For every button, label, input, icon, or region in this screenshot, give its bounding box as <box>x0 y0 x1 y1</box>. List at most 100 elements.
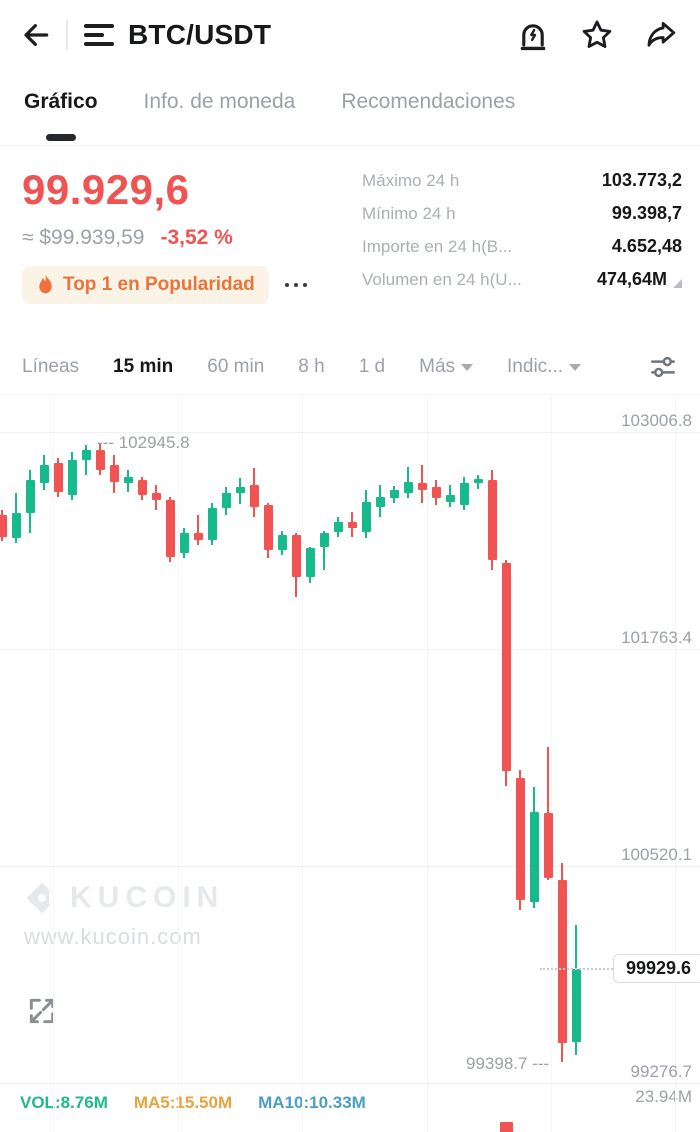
stat-row-volume24h[interactable]: Volumen en 24 h(U... 474,64M <box>362 269 682 290</box>
fiat-approx: ≈ $99.939,59 <box>22 226 145 249</box>
candle-body <box>376 497 385 507</box>
interval-lineas[interactable]: Líneas <box>22 356 80 377</box>
low-price-annotation: 99398.7 --- <box>466 1053 550 1073</box>
tab-bar: Gráfico Info. de moneda Recomendaciones <box>0 70 700 146</box>
candle-body <box>488 479 497 560</box>
volume-label: MA10:10.33M <box>258 1093 366 1112</box>
candle-body <box>0 515 7 538</box>
volume-label: MA5:15.50M <box>133 1093 233 1112</box>
horizontal-gridline <box>0 865 700 867</box>
candle-wick <box>85 445 87 476</box>
price-axis-label: 101763.4 <box>621 628 692 647</box>
interval-mas-dropdown[interactable]: Más <box>419 356 474 378</box>
high-price-annotation: --- 102945.8 <box>97 432 190 452</box>
volume-indicator-row: VOL:8.76M MA5:15.50M MA10:10.33M <box>20 1093 366 1113</box>
candle-body <box>208 508 217 540</box>
header: BTC/USDT <box>0 0 700 70</box>
candle-body <box>446 494 455 502</box>
kucoin-watermark: KUCOIN www.kucoin.com <box>24 880 224 950</box>
candle-body <box>432 486 441 498</box>
stat-row-low24h: Mínimo 24 h 99.398,7 <box>362 203 682 224</box>
candle-body <box>264 504 273 550</box>
stat-label: Importe en 24 h(B... <box>362 237 513 256</box>
stat-value: 103.773,2 <box>601 170 682 190</box>
share-button[interactable] <box>644 18 678 52</box>
expand-stats-triangle-icon <box>673 279 682 288</box>
candle-body <box>96 450 105 470</box>
kucoin-logo-icon <box>26 882 58 914</box>
popularity-badge-label: Top 1 en Popularidad <box>63 274 255 295</box>
stat-row-high24h: Máximo 24 h 103.773,2 <box>362 170 682 191</box>
markets-list-icon[interactable] <box>84 24 114 46</box>
candle-body <box>502 562 511 771</box>
vertical-gridline <box>302 395 303 1132</box>
candle-wick <box>197 515 199 545</box>
popularity-badge[interactable]: Top 1 en Popularidad <box>22 266 269 304</box>
interval-15min[interactable]: 15 min <box>113 356 174 377</box>
stat-value: 4.652,48 <box>611 236 682 256</box>
vertical-gridline <box>53 395 54 1132</box>
more-options-icon[interactable] <box>284 283 307 287</box>
tab-recomendaciones-label: Recomendaciones <box>341 90 516 113</box>
candle-body <box>530 812 539 903</box>
volume-label: VOL:8.76M <box>20 1093 108 1112</box>
tab-recomendaciones[interactable]: Recomendaciones <box>339 82 517 145</box>
candle-body <box>124 476 133 484</box>
volume-scale-label: 23.94M <box>635 1087 692 1106</box>
candle-body <box>250 485 259 507</box>
tab-info-de-moneda[interactable]: Info. de moneda <box>142 82 298 145</box>
watermark-url: www.kucoin.com <box>24 924 202 949</box>
header-divider <box>66 20 68 50</box>
candle-body <box>152 493 161 501</box>
candle-body <box>404 482 413 494</box>
favorite-button[interactable] <box>580 18 614 52</box>
interval-8h[interactable]: 8 h <box>298 356 325 377</box>
flame-icon <box>39 274 52 294</box>
candle-body <box>236 486 245 493</box>
stat-value: 99.398,7 <box>611 203 682 223</box>
stat-row-amount24h: Importe en 24 h(B... 4.652,48 <box>362 236 682 257</box>
chevron-down-icon <box>461 363 474 371</box>
candle-body <box>390 490 399 498</box>
candle-body <box>68 460 77 495</box>
candle-body <box>558 879 567 1043</box>
chart-toolbar: Líneas 15 min 60 min 8 h 1 d Más Indic..… <box>0 340 700 395</box>
horizontal-gridline <box>0 1083 700 1084</box>
chart-settings-button[interactable] <box>649 353 677 381</box>
indicators-dropdown[interactable]: Indic... <box>507 356 582 378</box>
last-price: 99.929,6 <box>22 166 190 213</box>
fullscreen-button[interactable] <box>26 995 58 1032</box>
arrow-left-icon <box>24 24 49 46</box>
candle-body <box>516 778 525 901</box>
sliders-icon <box>651 356 676 378</box>
interval-1d[interactable]: 1 d <box>358 356 386 377</box>
candle-body <box>222 492 231 509</box>
candle-body <box>460 482 469 505</box>
back-button[interactable] <box>20 19 52 51</box>
candle-wick <box>323 530 325 570</box>
tab-grafico-label: Gráfico <box>24 90 98 113</box>
candle-body <box>334 522 343 532</box>
interval-60min[interactable]: 60 min <box>207 356 265 377</box>
pair-title: BTC/USDT <box>128 19 272 50</box>
candlestick-chart[interactable]: KUCOIN www.kucoin.com VOL:8.76M MA5:15.50… <box>0 395 700 1132</box>
price-info-panel: 99.929,6 ≈ $99.939,59 -3,52 % Top 1 en P… <box>0 146 700 340</box>
horizontal-gridline <box>0 649 700 650</box>
candle-body <box>362 501 371 532</box>
candle-body <box>40 464 49 484</box>
price-axis-label: 99276.7 <box>630 1062 692 1081</box>
candle-body <box>110 464 119 483</box>
candle-body <box>26 480 35 513</box>
candle-body <box>474 478 483 483</box>
tab-grafico[interactable]: Gráfico <box>22 82 100 145</box>
stat-label: Mínimo 24 h <box>362 204 456 223</box>
price-axis-label: 100520.1 <box>621 844 692 864</box>
change-percent: -3,52 % <box>160 226 233 249</box>
candle-body <box>544 813 553 879</box>
tab-info-label: Info. de moneda <box>143 90 296 113</box>
price-alert-button[interactable] <box>516 18 550 52</box>
candle-body <box>572 969 581 1042</box>
candle-body <box>54 463 63 492</box>
candle-body <box>306 548 315 577</box>
current-price-tag: 99929.6 <box>613 954 700 984</box>
